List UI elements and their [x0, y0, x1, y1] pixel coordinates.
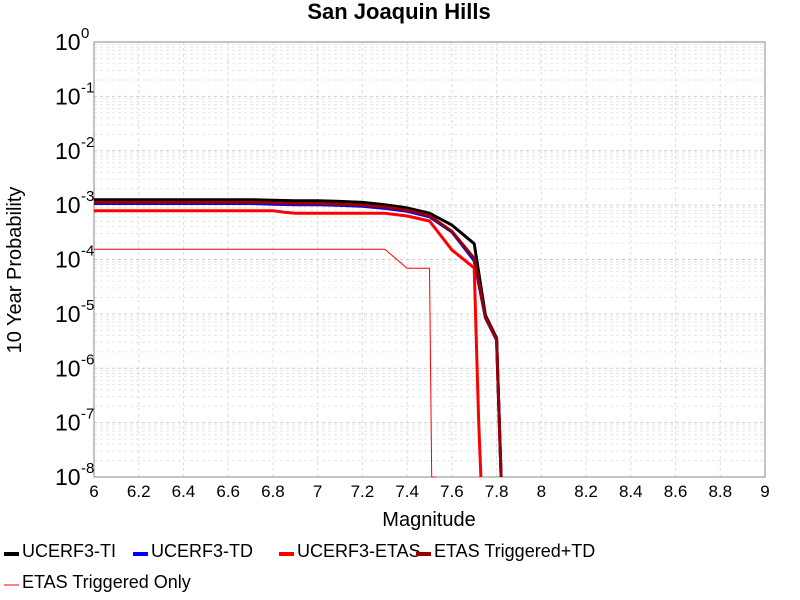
y-tick-exponent: -5	[81, 297, 94, 314]
y-tick-exponent: -3	[81, 188, 94, 205]
series-layer	[94, 198, 503, 478]
y-tick-label: 10 -7	[55, 406, 94, 436]
y-tick-exponent: -6	[81, 351, 94, 368]
x-tick-label: 6	[89, 482, 98, 501]
y-tick-label: 10 -5	[55, 297, 94, 327]
y-tick-exponent: -1	[81, 79, 94, 96]
series-line-1	[94, 202, 503, 478]
x-axis-label: Magnitude	[382, 509, 475, 531]
legend-item: UCERF3-TD	[133, 541, 253, 561]
legend-label: ETAS Triggered Only	[22, 572, 191, 592]
x-tick-label: 8.6	[664, 482, 688, 501]
y-tick-exponent: -2	[81, 134, 94, 151]
y-tick-exponent: 0	[81, 25, 89, 42]
y-tick-base: 10	[55, 301, 81, 327]
y-tick-exponent: -8	[81, 460, 94, 477]
x-tick-label: 7	[313, 482, 322, 501]
legend-item: UCERF3-TI	[4, 541, 116, 561]
y-axis-label: 10 Year Probability	[4, 187, 26, 354]
y-tick-label: 10 -1	[55, 79, 94, 109]
x-tick-label: 7.2	[351, 482, 375, 501]
x-tick-label: 8.4	[619, 482, 643, 501]
x-tick-label: 9	[760, 482, 769, 501]
x-tick-label: 8	[537, 482, 546, 501]
legend-label: ETAS Triggered+TD	[434, 541, 595, 561]
y-tick-base: 10	[55, 464, 81, 490]
series-line-2	[94, 209, 483, 478]
y-tick-label: 10 -2	[55, 134, 94, 164]
y-tick-exponent: -7	[81, 406, 94, 423]
chart-grid	[94, 42, 765, 477]
y-tick-base: 10	[55, 83, 81, 109]
series-line-0	[94, 198, 503, 478]
x-tick-label: 6.6	[216, 482, 240, 501]
plot-area	[93, 41, 766, 478]
legend-item: ETAS Triggered+TD	[416, 541, 595, 561]
y-tick-base: 10	[55, 138, 81, 164]
legend-label: UCERF3-TD	[151, 541, 253, 561]
x-tick-label: 7.4	[395, 482, 419, 501]
legend-label: UCERF3-TI	[22, 541, 116, 561]
x-tick-label: 6.4	[172, 482, 196, 501]
legend-label: UCERF3-ETAS	[297, 541, 421, 561]
y-tick-base: 10	[55, 355, 81, 381]
x-tick-label: 7.8	[485, 482, 509, 501]
chart-title: San Joaquin Hills	[307, 0, 490, 24]
y-tick-base: 10	[55, 247, 81, 273]
legend-item: ETAS Triggered Only	[4, 572, 191, 592]
x-tick-label: 6.8	[261, 482, 285, 501]
y-tick-base: 10	[55, 29, 81, 55]
y-tick-label: 10 0	[55, 25, 89, 55]
y-tick-label: 10 -8	[55, 460, 94, 490]
y-tick-label: 10 -6	[55, 351, 94, 381]
y-tick-label: 10 -3	[55, 188, 94, 218]
y-tick-base: 10	[55, 192, 81, 218]
legend-item: UCERF3-ETAS	[279, 541, 421, 561]
x-tick-label: 6.2	[127, 482, 151, 501]
x-tick-label: 8.8	[708, 482, 732, 501]
series-line-4	[94, 248, 437, 478]
y-tick-label: 10 -4	[55, 243, 94, 273]
y-tick-exponent: -4	[81, 243, 94, 260]
y-tick-base: 10	[55, 410, 81, 436]
x-tick-label: 7.6	[440, 482, 464, 501]
x-tick-labels: 6 6.2 6.4 6.6 6.8 7 7.2 7.4 7.6 7.8 8 8.2 8.4 8.6 8.8 9	[89, 482, 769, 501]
series-line-3	[94, 200, 503, 478]
x-tick-label: 8.2	[574, 482, 598, 501]
legend: UCERF3-TI UCERF3-TD UCERF3-ETAS ETAS Trigge…	[4, 541, 595, 592]
